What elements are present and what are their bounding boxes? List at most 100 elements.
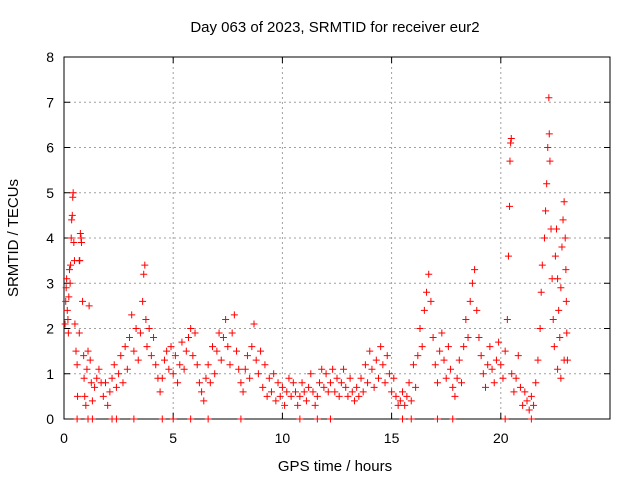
data-point — [241, 365, 249, 373]
data-point — [554, 365, 562, 373]
data-point — [329, 365, 337, 373]
x-axis-title: GPS time / hours — [278, 458, 392, 475]
data-point — [76, 229, 84, 237]
data-point — [563, 329, 571, 337]
data-point — [396, 397, 404, 405]
data-point — [296, 415, 304, 423]
data-point — [184, 334, 192, 342]
data-point — [270, 370, 278, 378]
data-point — [217, 356, 225, 364]
data-point — [294, 401, 302, 409]
data-point — [537, 288, 545, 296]
data-point — [388, 388, 396, 396]
data-point — [507, 139, 515, 147]
data-point — [374, 374, 382, 382]
data-point — [514, 352, 522, 360]
data-point — [93, 374, 101, 382]
data-point — [276, 392, 284, 400]
data-point — [85, 302, 93, 310]
data-point — [74, 392, 82, 400]
data-point — [158, 374, 166, 382]
data-point — [193, 361, 201, 369]
data-point — [512, 374, 520, 382]
data-point — [134, 356, 142, 364]
data-point — [562, 266, 570, 274]
data-point — [75, 329, 83, 337]
data-point — [324, 388, 332, 396]
data-point — [246, 374, 254, 382]
data-point — [176, 361, 184, 369]
y-tick-label: 1 — [46, 366, 54, 382]
data-point — [86, 356, 94, 364]
data-point — [490, 379, 498, 387]
data-point — [449, 415, 457, 423]
data-point — [195, 379, 203, 387]
data-point — [488, 365, 496, 373]
data-point — [331, 388, 339, 396]
data-point — [178, 338, 186, 346]
data-point — [257, 347, 265, 355]
data-point — [436, 347, 444, 355]
data-point — [104, 401, 112, 409]
data-point — [377, 343, 385, 351]
data-point — [433, 415, 441, 423]
grid — [64, 57, 610, 419]
data-point — [418, 343, 426, 351]
data-point — [167, 343, 175, 351]
data-point — [462, 315, 470, 323]
data-point — [326, 415, 334, 423]
data-point — [204, 361, 212, 369]
data-point — [67, 234, 75, 242]
data-point — [101, 379, 109, 387]
data-point — [158, 415, 166, 423]
data-point — [128, 311, 136, 319]
data-point — [126, 334, 134, 342]
data-point — [307, 370, 315, 378]
data-point — [484, 361, 492, 369]
data-point — [401, 401, 409, 409]
data-point — [313, 415, 321, 423]
data-point — [425, 270, 433, 278]
data-point — [62, 297, 70, 305]
data-point — [265, 374, 273, 382]
data-point — [83, 365, 91, 373]
data-point — [409, 361, 417, 369]
x-tick-label: 10 — [275, 430, 291, 446]
data-point — [337, 379, 345, 387]
data-point — [254, 370, 262, 378]
data-point — [132, 325, 140, 332]
data-point — [64, 329, 72, 337]
data-point — [368, 365, 376, 373]
data-point — [536, 325, 544, 332]
data-point — [355, 392, 363, 400]
data-point — [370, 383, 378, 391]
data-point — [442, 374, 450, 382]
data-point — [61, 320, 69, 328]
data-point — [180, 365, 188, 373]
data-point — [346, 374, 354, 382]
data-point — [119, 379, 127, 387]
data-point — [385, 370, 393, 378]
data-point — [457, 379, 465, 387]
data-point — [140, 270, 148, 278]
data-point — [130, 347, 138, 355]
data-point — [209, 343, 217, 351]
data-point — [521, 388, 529, 396]
data-point — [322, 370, 330, 378]
data-point — [501, 415, 509, 423]
data-point — [106, 388, 114, 396]
data-point — [80, 374, 88, 382]
data-point — [115, 370, 123, 378]
data-point — [477, 352, 485, 360]
data-point — [204, 415, 212, 423]
data-point — [482, 383, 490, 391]
data-point — [130, 415, 138, 423]
data-point — [228, 329, 236, 337]
data-point — [110, 361, 118, 369]
y-tick-label: 6 — [46, 140, 54, 156]
data-point — [283, 388, 291, 396]
data-point — [508, 370, 516, 378]
data-point — [381, 379, 389, 387]
y-tick-label: 8 — [46, 49, 54, 65]
data-point — [492, 356, 500, 364]
